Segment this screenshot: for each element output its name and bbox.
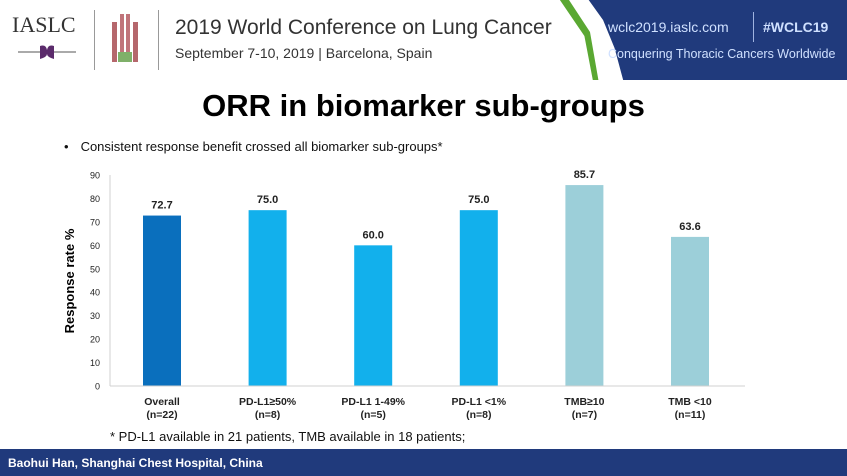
slide-title: ORR in biomarker sub-groups — [202, 88, 645, 123]
data-label: 72.7 — [151, 200, 172, 212]
x-category-label: PD-L1 1-49% — [341, 396, 405, 408]
y-tick-label: 90 — [90, 171, 100, 181]
x-n-label: (n=8) — [255, 409, 280, 421]
data-label: 75.0 — [468, 194, 489, 206]
bullet-point: • Consistent response benefit crossed all… — [64, 139, 443, 154]
footer-bar: Baohui Han, Shanghai Chest Hospital, Chi… — [0, 449, 847, 476]
data-label: 60.0 — [362, 229, 383, 241]
y-tick-label: 50 — [90, 264, 100, 274]
y-tick-label: 0 — [95, 382, 100, 392]
y-tick-label: 80 — [90, 194, 100, 204]
conference-tagline: Conquering Thoracic Cancers Worldwide — [608, 47, 836, 61]
bar-3 — [459, 210, 498, 386]
header-blue-panel — [588, 0, 847, 80]
bar-4 — [565, 185, 604, 386]
data-label: 75.0 — [257, 194, 278, 206]
y-tick-label: 70 — [90, 217, 100, 227]
y-tick-label: 40 — [90, 288, 100, 298]
x-category-label: Overall — [144, 396, 180, 408]
x-n-label: (n=22) — [146, 409, 177, 421]
bullet-text: Consistent response benefit crossed all … — [80, 139, 443, 154]
bullet-icon: • — [64, 139, 69, 154]
data-label: 85.7 — [574, 169, 595, 181]
x-n-label: (n=7) — [572, 409, 597, 421]
footnote: * PD-L1 available in 21 patients, TMB av… — [110, 429, 466, 444]
data-label: 63.6 — [679, 221, 700, 233]
header-divider — [158, 10, 159, 70]
y-tick-label: 20 — [90, 335, 100, 345]
y-axis-label: Response rate % — [62, 228, 77, 333]
conference-header: IASLC 2019 World Conference on Lung Canc… — [0, 0, 847, 80]
sagrada-familia-logo-icon — [112, 14, 138, 62]
y-tick-label: 60 — [90, 241, 100, 251]
conference-title: 2019 World Conference on Lung Cancer — [175, 16, 552, 39]
conference-hashtag: #WCLC19 — [763, 19, 829, 35]
bar-2 — [354, 245, 393, 386]
conference-url: wclc2019.iaslc.com — [608, 19, 729, 35]
x-axis: Overall(n=22)PD-L1≥50%(n=8)PD-L1 1-49%(n… — [110, 385, 745, 421]
bars: 72.7 75.0 60.0 75.0 85.7 63.6 — [143, 169, 709, 386]
x-n-label: (n=11) — [675, 409, 706, 421]
bar-5 — [671, 236, 709, 386]
y-tick-label: 30 — [90, 311, 100, 321]
x-n-label: (n=8) — [466, 409, 491, 421]
header-divider — [753, 12, 754, 42]
iaslc-logo: IASLC — [12, 12, 76, 37]
x-category-label: TMB≥10 — [564, 396, 604, 408]
x-n-label: (n=5) — [361, 409, 386, 421]
presenter-credit: Baohui Han, Shanghai Chest Hospital, Chi… — [8, 456, 263, 470]
y-axis: 0 10 20 30 40 50 60 70 80 90 — [90, 171, 111, 392]
y-tick-label: 10 — [90, 358, 100, 368]
conference-dates-location: September 7-10, 2019 | Barcelona, Spain — [175, 45, 433, 61]
x-category-label: PD-L1 <1% — [452, 396, 507, 408]
x-category-label: PD-L1≥50% — [239, 396, 297, 408]
bar-0 — [143, 215, 181, 386]
x-category-label: TMB <10 — [668, 396, 712, 408]
header-divider — [94, 10, 95, 70]
bar-1 — [248, 210, 287, 386]
lung-logo-icon — [18, 45, 76, 59]
